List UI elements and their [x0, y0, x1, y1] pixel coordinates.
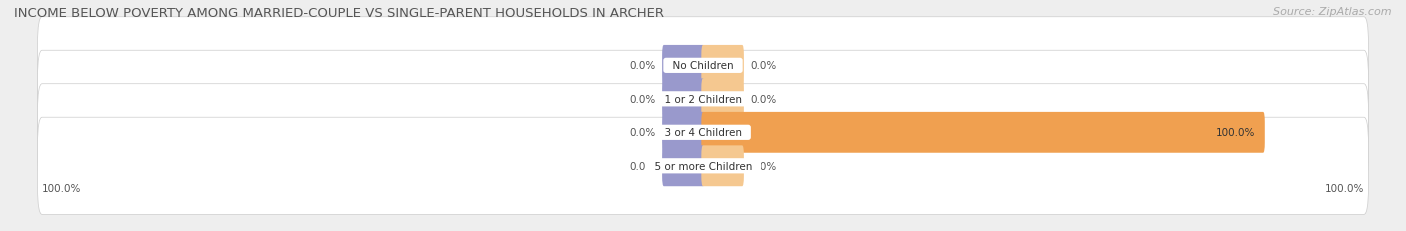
- Text: 5 or more Children: 5 or more Children: [648, 161, 758, 171]
- Text: Source: ZipAtlas.com: Source: ZipAtlas.com: [1274, 7, 1392, 17]
- FancyBboxPatch shape: [702, 112, 1265, 153]
- Text: No Children: No Children: [666, 61, 740, 71]
- Text: 100.0%: 100.0%: [1215, 128, 1254, 138]
- Text: 0.0%: 0.0%: [751, 94, 778, 104]
- Text: 0.0%: 0.0%: [628, 161, 655, 171]
- FancyBboxPatch shape: [38, 84, 1368, 181]
- FancyBboxPatch shape: [702, 46, 744, 86]
- Text: 0.0%: 0.0%: [751, 161, 778, 171]
- Text: 0.0%: 0.0%: [751, 61, 778, 71]
- FancyBboxPatch shape: [38, 118, 1368, 214]
- FancyBboxPatch shape: [662, 146, 704, 186]
- Text: 0.0%: 0.0%: [628, 61, 655, 71]
- Text: 1 or 2 Children: 1 or 2 Children: [658, 94, 748, 104]
- Text: 0.0%: 0.0%: [628, 94, 655, 104]
- Text: 0.0%: 0.0%: [628, 128, 655, 138]
- FancyBboxPatch shape: [662, 79, 704, 120]
- Text: 3 or 4 Children: 3 or 4 Children: [658, 128, 748, 138]
- Text: INCOME BELOW POVERTY AMONG MARRIED-COUPLE VS SINGLE-PARENT HOUSEHOLDS IN ARCHER: INCOME BELOW POVERTY AMONG MARRIED-COUPL…: [14, 7, 664, 20]
- FancyBboxPatch shape: [702, 146, 744, 186]
- FancyBboxPatch shape: [702, 79, 744, 120]
- Text: 100.0%: 100.0%: [1324, 183, 1364, 193]
- FancyBboxPatch shape: [38, 51, 1368, 148]
- FancyBboxPatch shape: [662, 46, 704, 86]
- FancyBboxPatch shape: [38, 18, 1368, 114]
- Text: 100.0%: 100.0%: [42, 183, 82, 193]
- FancyBboxPatch shape: [662, 112, 704, 153]
